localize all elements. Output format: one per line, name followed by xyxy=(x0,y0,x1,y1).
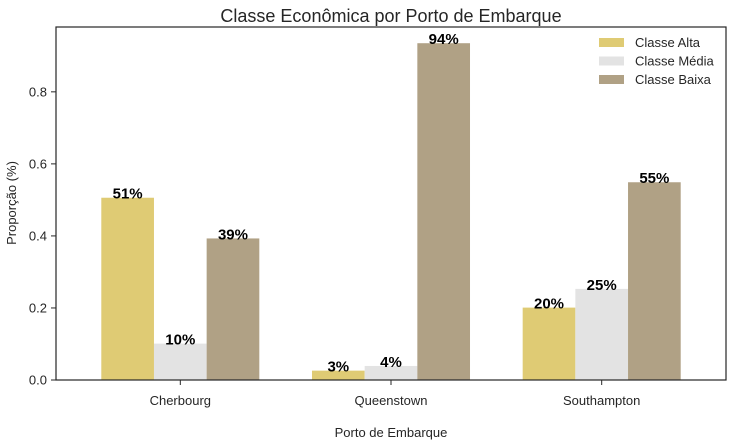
data-label: 10% xyxy=(165,332,195,349)
data-label: 3% xyxy=(327,359,349,376)
bar xyxy=(575,288,629,380)
y-tick-label: 0.8 xyxy=(29,84,47,99)
bar xyxy=(364,365,418,380)
y-tick-label: 0.6 xyxy=(29,156,47,171)
data-label: 94% xyxy=(429,31,459,48)
y-axis-label: Proporção (%) xyxy=(4,161,19,245)
legend-swatch xyxy=(599,38,624,47)
y-tick-label: 0.2 xyxy=(29,300,47,315)
y-tick-label: 0.4 xyxy=(29,228,47,243)
bar xyxy=(206,238,260,380)
legend-label: Classe Baixa xyxy=(635,72,712,87)
bar xyxy=(628,182,681,380)
data-label: 55% xyxy=(639,170,669,187)
data-label: 39% xyxy=(218,226,248,243)
data-label: 4% xyxy=(380,354,402,371)
legend: Classe Alta Classe Média Classe Baixa xyxy=(599,35,715,87)
bar xyxy=(417,43,471,381)
bar xyxy=(101,197,154,380)
chart-title: Classe Econômica por Porto de Embarque xyxy=(220,6,561,26)
plot-area: 51% 3% 20% 10% 4% 25% 39% 94% 55% xyxy=(101,31,681,381)
bar xyxy=(522,307,576,380)
x-axis-label: Porto de Embarque xyxy=(335,425,448,440)
legend-swatch xyxy=(599,56,624,66)
legend-swatch xyxy=(599,75,624,84)
bar xyxy=(311,370,365,380)
legend-label: Classe Média xyxy=(635,54,715,69)
x-tick-label: Queenstown xyxy=(355,393,428,408)
data-label: 20% xyxy=(534,296,564,313)
bar xyxy=(153,343,207,380)
legend-label: Classe Alta xyxy=(635,35,701,50)
data-label: 51% xyxy=(113,186,143,203)
y-tick-label: 0.0 xyxy=(29,373,47,388)
y-axis: 0.0 0.2 0.4 0.6 0.8 xyxy=(29,84,56,388)
x-tick-label: Southampton xyxy=(563,393,640,408)
data-label: 25% xyxy=(587,277,617,294)
x-axis: Cherbourg Queenstown Southampton xyxy=(150,380,640,408)
x-tick-label: Cherbourg xyxy=(150,393,211,408)
